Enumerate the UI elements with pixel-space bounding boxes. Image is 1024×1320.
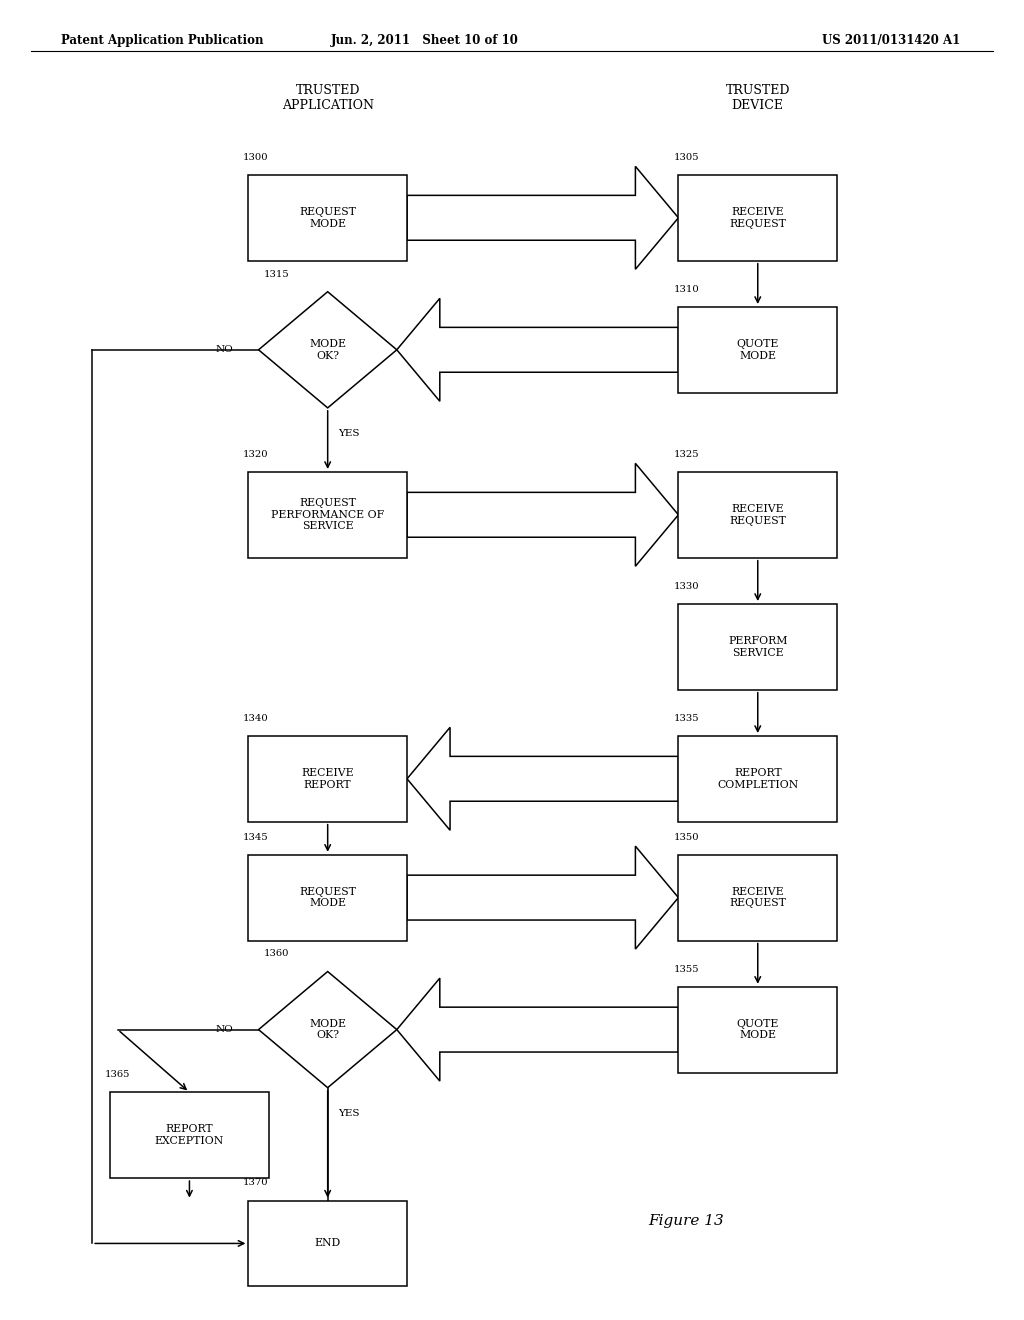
Text: RECEIVE
REQUEST: RECEIVE REQUEST [729,887,786,908]
Text: REQUEST
MODE: REQUEST MODE [299,887,356,908]
FancyBboxPatch shape [248,855,407,940]
Text: 1370: 1370 [244,1179,269,1188]
Text: REPORT
EXCEPTION: REPORT EXCEPTION [155,1125,224,1146]
Text: 1325: 1325 [674,450,699,459]
Polygon shape [258,972,397,1088]
FancyBboxPatch shape [678,605,838,689]
Text: END: END [314,1238,341,1249]
FancyBboxPatch shape [248,1201,407,1286]
Text: RECEIVE
REQUEST: RECEIVE REQUEST [729,207,786,228]
Text: RECEIVE
REQUEST: RECEIVE REQUEST [729,504,786,525]
Text: REQUEST
MODE: REQUEST MODE [299,207,356,228]
Text: YES: YES [338,1109,359,1118]
Text: US 2011/0131420 A1: US 2011/0131420 A1 [821,34,961,46]
Text: RECEIVE
REPORT: RECEIVE REPORT [301,768,354,789]
Text: MODE
OK?: MODE OK? [309,1019,346,1040]
FancyBboxPatch shape [248,176,407,261]
Text: 1330: 1330 [674,582,699,591]
FancyBboxPatch shape [678,306,838,393]
FancyBboxPatch shape [678,176,838,261]
Text: REPORT
COMPLETION: REPORT COMPLETION [717,768,799,789]
FancyBboxPatch shape [248,471,407,557]
FancyBboxPatch shape [248,737,407,821]
Text: QUOTE
MODE: QUOTE MODE [736,1019,779,1040]
Text: 1355: 1355 [674,965,699,974]
FancyBboxPatch shape [678,855,838,940]
Polygon shape [408,727,678,830]
Text: 1300: 1300 [244,153,269,162]
FancyBboxPatch shape [678,471,838,557]
Text: 1365: 1365 [104,1071,130,1080]
Polygon shape [408,846,678,949]
Text: TRUSTED
APPLICATION: TRUSTED APPLICATION [282,83,374,112]
Text: Patent Application Publication: Patent Application Publication [61,34,264,46]
Text: PERFORM
SERVICE: PERFORM SERVICE [728,636,787,657]
Text: 1320: 1320 [244,450,269,459]
FancyBboxPatch shape [678,737,838,821]
Text: Jun. 2, 2011   Sheet 10 of 10: Jun. 2, 2011 Sheet 10 of 10 [331,34,519,46]
Polygon shape [258,292,397,408]
Polygon shape [408,166,678,269]
FancyBboxPatch shape [111,1093,268,1177]
Polygon shape [397,298,678,401]
Text: Figure 13: Figure 13 [648,1214,724,1228]
Text: 1315: 1315 [264,269,290,279]
FancyBboxPatch shape [678,987,838,1072]
Text: MODE
OK?: MODE OK? [309,339,346,360]
Text: QUOTE
MODE: QUOTE MODE [736,339,779,360]
Text: TRUSTED
DEVICE: TRUSTED DEVICE [726,83,790,112]
Text: 1335: 1335 [674,714,699,723]
Text: 1340: 1340 [244,714,269,723]
Text: 1350: 1350 [674,833,699,842]
Text: 1310: 1310 [674,285,699,294]
Text: NO: NO [215,1026,233,1034]
Polygon shape [397,978,678,1081]
Text: YES: YES [338,429,359,438]
Text: NO: NO [215,346,233,354]
Text: REQUEST
PERFORMANCE OF
SERVICE: REQUEST PERFORMANCE OF SERVICE [271,498,384,532]
Polygon shape [408,463,678,566]
Text: 1345: 1345 [244,833,269,842]
Text: 1360: 1360 [264,949,289,958]
Text: 1305: 1305 [674,153,699,162]
